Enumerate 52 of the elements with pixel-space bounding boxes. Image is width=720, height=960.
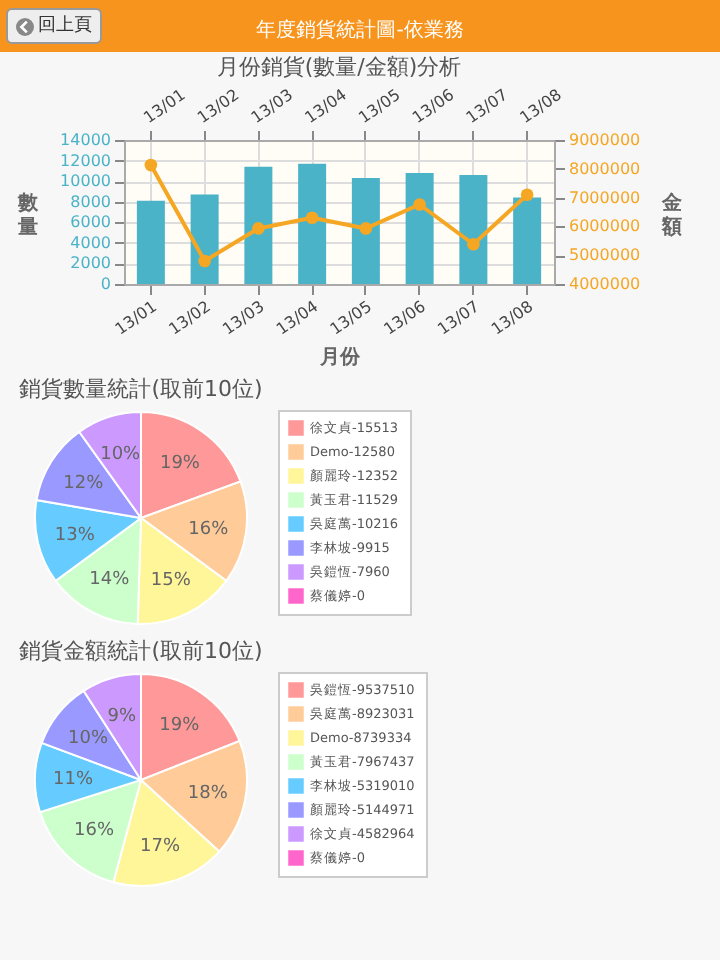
y-tick-label: 14000 xyxy=(60,131,111,149)
y2-tick-label: 9000000 xyxy=(569,131,641,149)
y-tick-label: 12000 xyxy=(60,151,111,170)
bar xyxy=(351,178,380,284)
data-label: 14% xyxy=(89,570,131,591)
bar xyxy=(459,174,488,284)
chart-title: 銷貨金額統計(取前10位) xyxy=(19,638,263,664)
data-label: 11% xyxy=(53,770,94,791)
y-axis-title: 數量 xyxy=(16,191,41,239)
point xyxy=(413,198,426,211)
bar xyxy=(136,200,165,284)
data-label: 12% xyxy=(63,473,105,494)
text: 年度銷貨統計圖-依業務 xyxy=(256,20,464,42)
y-tick-label: 6000 xyxy=(70,213,111,232)
data-label: 9% xyxy=(107,706,137,727)
y2-tick-label: 8000000 xyxy=(569,159,641,178)
y2-tick-label: 6000000 xyxy=(569,217,641,236)
bar xyxy=(190,194,219,284)
point xyxy=(520,188,534,202)
chart-title: 銷貨數量統計(取前10位) xyxy=(19,376,263,402)
y-tick-label: 8000 xyxy=(70,192,111,211)
point xyxy=(144,158,158,172)
point xyxy=(467,237,480,251)
point xyxy=(305,211,319,225)
y2-tick-label: 4000000 xyxy=(569,275,641,293)
point xyxy=(359,222,373,235)
bar xyxy=(405,172,434,284)
bar xyxy=(298,163,327,284)
data-label: 13% xyxy=(54,525,96,546)
y-tick-label: 0 xyxy=(100,275,111,293)
data-label: 19% xyxy=(159,454,201,475)
x-axis-title: 月份 xyxy=(318,344,362,369)
point xyxy=(252,222,265,235)
y2-tick-label: 5000000 xyxy=(569,246,641,265)
data-label: 10% xyxy=(100,445,142,466)
y2-tick-label: 7000000 xyxy=(569,188,641,207)
data-label: 15% xyxy=(150,571,192,592)
chart-title: 月份銷貨(數量/金額)分析 xyxy=(216,54,462,81)
bar xyxy=(244,166,273,284)
y-tick-label: 2000 xyxy=(70,254,111,273)
bar xyxy=(513,197,542,284)
data-label: 16% xyxy=(73,821,115,842)
data-label: 17% xyxy=(139,837,181,858)
data-label: 16% xyxy=(188,519,230,540)
data-label: 10% xyxy=(68,729,109,750)
y-tick-label: 10000 xyxy=(60,172,111,191)
text: 回上頁 xyxy=(38,13,92,40)
y-tick-label: 4000 xyxy=(70,233,111,252)
point xyxy=(198,254,211,268)
data-label: 19% xyxy=(159,715,201,736)
y2-axis-title: 金額 xyxy=(660,191,685,239)
data-label: 18% xyxy=(187,784,229,805)
